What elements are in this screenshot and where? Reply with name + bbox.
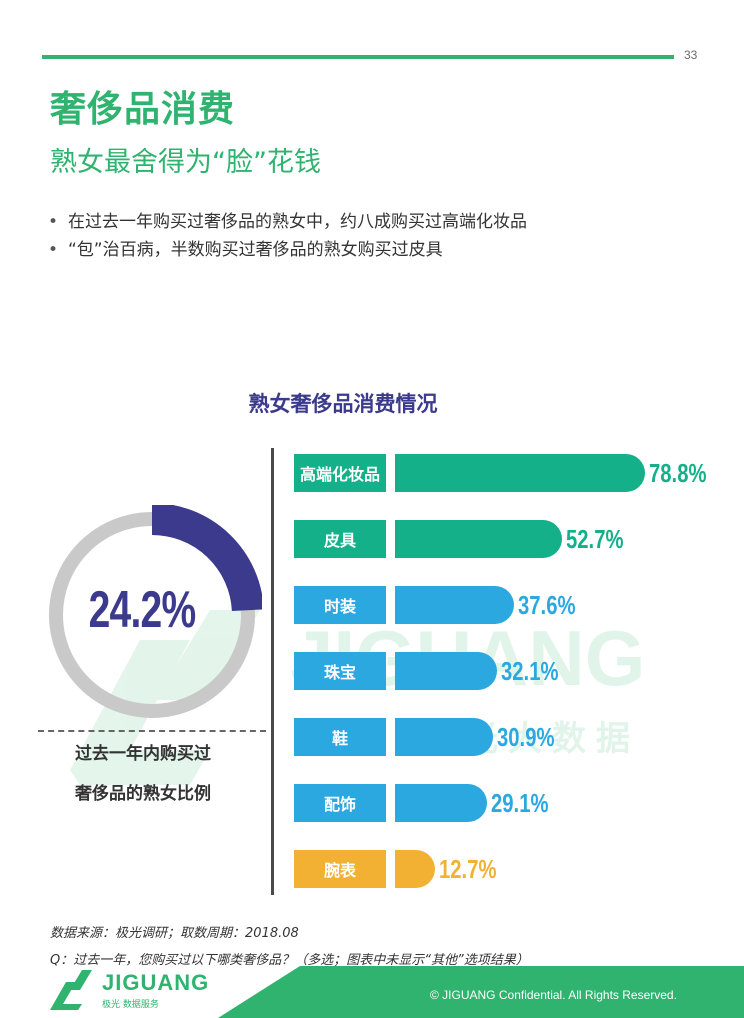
chart-axis-line (271, 448, 274, 895)
page-number: 33 (684, 48, 698, 62)
bar-value-label: 12.7% (439, 853, 497, 884)
bullet-item: • “包”治百病，半数购买过奢侈品的熟女购买过皮具 (48, 240, 443, 260)
bar-category-label: 皮具 (294, 520, 386, 558)
bullet-item: • 在过去一年购买过奢侈品的熟女中，约八成购买过高端化妆品 (48, 212, 527, 232)
donut-caption-line: 奢侈品的熟女比例 (75, 784, 211, 804)
bar-value-label: 52.7% (566, 523, 624, 554)
bar-value-label: 29.1% (491, 787, 549, 818)
donut-caption-line: 过去一年内购买过 (75, 744, 211, 764)
bar-category-label: 鞋 (294, 718, 386, 756)
chart-title: 熟女奢侈品消费情况 (248, 392, 438, 416)
bar-category-label: 珠宝 (294, 652, 386, 690)
bar-value-label: 32.1% (500, 655, 559, 686)
header-rule (42, 55, 674, 59)
bar-value-label: 78.8% (649, 457, 707, 488)
donut-chart (49, 505, 262, 718)
bar (395, 520, 563, 558)
bar (395, 784, 488, 822)
bar-value-label: 30.9% (497, 721, 555, 752)
bar (395, 850, 436, 888)
jiguang-logo-icon (50, 970, 92, 1010)
bar-value-label: 37.6% (518, 589, 576, 620)
bullet-text: 在过去一年购买过奢侈品的熟女中，约八成购买过高端化妆品 (68, 212, 527, 232)
bar-category-label: 时装 (294, 586, 386, 624)
bullet-list: • 在过去一年购买过奢侈品的熟女中，约八成购买过高端化妆品 • “包”治百病，半数购… (48, 208, 527, 264)
page-title: 奢侈品消费 (50, 89, 236, 130)
bullet-text: “包”治百病，半数购买过奢侈品的熟女购买过皮具 (68, 240, 443, 260)
bar (395, 652, 497, 690)
copyright-text: © JIGUANG Confidential. All Rights Reser… (430, 988, 677, 1002)
data-source: 数据来源：极光调研；取数周期：2018.08 (50, 926, 299, 941)
bar-category-label: 配饰 (294, 784, 386, 822)
footer-band (218, 966, 744, 1018)
logo-wordmark: JIGUANG (102, 970, 210, 995)
donut-caption: 过去一年内购买过 奢侈品的熟女比例 (38, 734, 248, 814)
survey-question: Q：过去一年，您购买过以下哪类奢侈品？（多选；图表中未显示“其他”选项结果） (50, 953, 529, 968)
caption-divider (38, 730, 266, 732)
donut-value-label: 24.2% (88, 581, 197, 639)
page-subtitle: 熟女最舍得为“脸”花钱 (50, 147, 321, 178)
donut-filled-arc (151, 505, 262, 612)
bar (395, 586, 515, 624)
bar-category-label: 高端化妆品 (294, 454, 386, 492)
bar-category-label: 腕表 (294, 850, 386, 888)
bar (395, 718, 494, 756)
bar (395, 454, 645, 492)
logo-tagline: 极光 数据服务 (102, 1000, 159, 1010)
